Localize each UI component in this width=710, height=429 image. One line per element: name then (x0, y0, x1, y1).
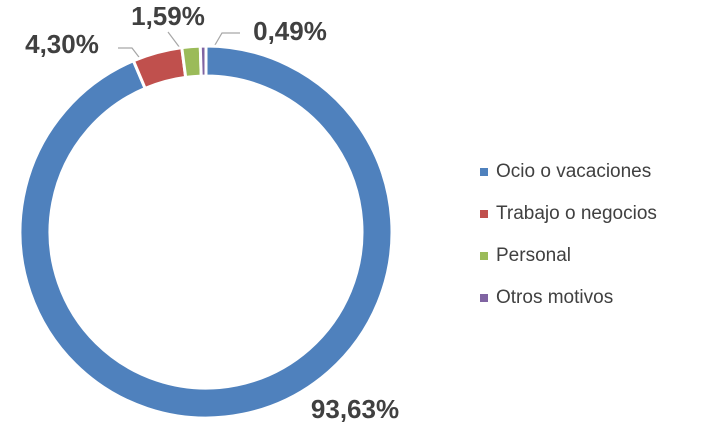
data-label: 0,49% (253, 16, 327, 46)
legend-swatch (480, 252, 488, 260)
data-label: 93,63% (311, 394, 399, 424)
data-label: 1,59% (131, 1, 205, 31)
donut-slice (198, 44, 208, 78)
legend-swatch (480, 294, 488, 302)
legend-swatch (480, 210, 488, 218)
donut-slice (131, 45, 188, 91)
legend-swatch (480, 168, 488, 176)
donut-slice (180, 44, 203, 80)
donut-slice (18, 44, 394, 420)
data-label: 4,30% (25, 29, 99, 59)
legend-label: Ocio o vacaciones (496, 161, 651, 182)
legend-label: Otros motivos (496, 287, 613, 308)
legend-label: Trabajo o negocios (496, 203, 657, 224)
legend-label: Personal (496, 245, 571, 266)
